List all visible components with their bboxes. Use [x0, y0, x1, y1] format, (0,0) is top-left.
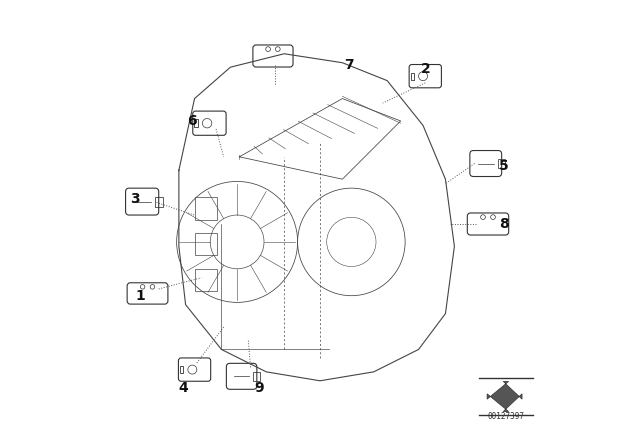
Bar [195, 197, 217, 220]
Bar [195, 233, 217, 255]
Text: 3: 3 [131, 192, 140, 207]
Text: 7: 7 [344, 58, 354, 72]
Text: 8: 8 [499, 217, 509, 231]
Bar [195, 120, 198, 127]
Bar [411, 73, 414, 80]
Bar [180, 366, 184, 373]
Text: 2: 2 [420, 62, 430, 77]
Bar [253, 372, 260, 381]
Text: 4: 4 [179, 380, 188, 395]
Text: 00127397: 00127397 [488, 412, 524, 421]
Bar [155, 197, 163, 207]
Polygon shape [487, 381, 522, 412]
Text: 5: 5 [499, 159, 509, 173]
Bar [498, 159, 506, 168]
Bar [195, 269, 217, 291]
Text: 1: 1 [135, 289, 145, 303]
Text: 6: 6 [188, 114, 197, 128]
Text: 9: 9 [255, 380, 264, 395]
